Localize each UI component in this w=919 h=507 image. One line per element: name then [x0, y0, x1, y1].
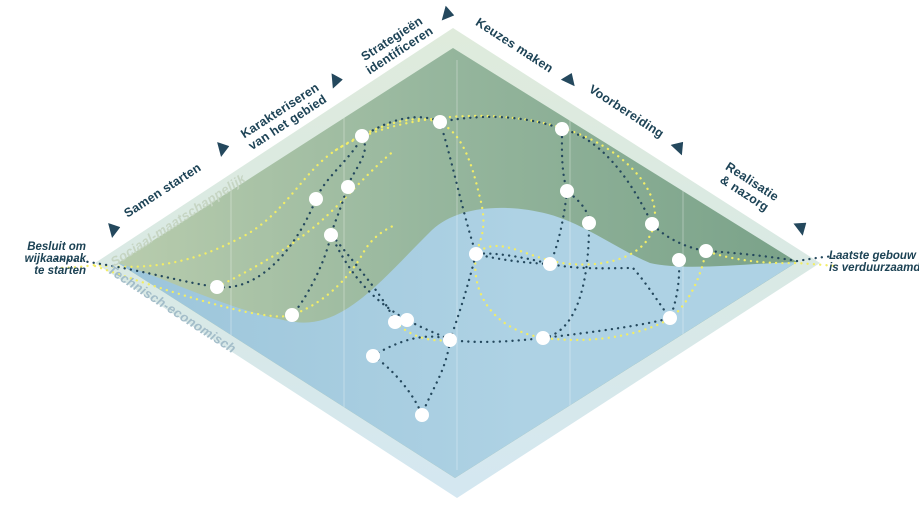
journey-path-navy-2	[329, 115, 681, 419]
surface-technical	[118, 207, 797, 478]
process-node-3	[309, 192, 323, 206]
process-node-16	[663, 311, 677, 325]
process-node-20	[400, 313, 414, 327]
process-node-7	[433, 115, 447, 129]
process-node-10	[555, 122, 569, 136]
process-node-8	[469, 247, 483, 261]
journey-path-yellow-1	[54, 117, 838, 342]
process-node-1	[210, 280, 224, 294]
process-node-2	[285, 308, 299, 322]
process-node-6	[324, 228, 338, 242]
process-node-14	[699, 244, 713, 258]
process-node-12	[582, 216, 596, 230]
process-node-15	[672, 253, 686, 267]
process-node-18	[443, 333, 457, 347]
process-node-11	[560, 184, 574, 198]
process-node-9	[543, 257, 557, 271]
process-node-5	[355, 129, 369, 143]
process-node-21	[366, 349, 380, 363]
process-node-4	[341, 180, 355, 194]
process-node-22	[415, 408, 429, 422]
process-node-17	[536, 331, 550, 345]
process-node-19	[388, 315, 402, 329]
process-node-13	[645, 217, 659, 231]
